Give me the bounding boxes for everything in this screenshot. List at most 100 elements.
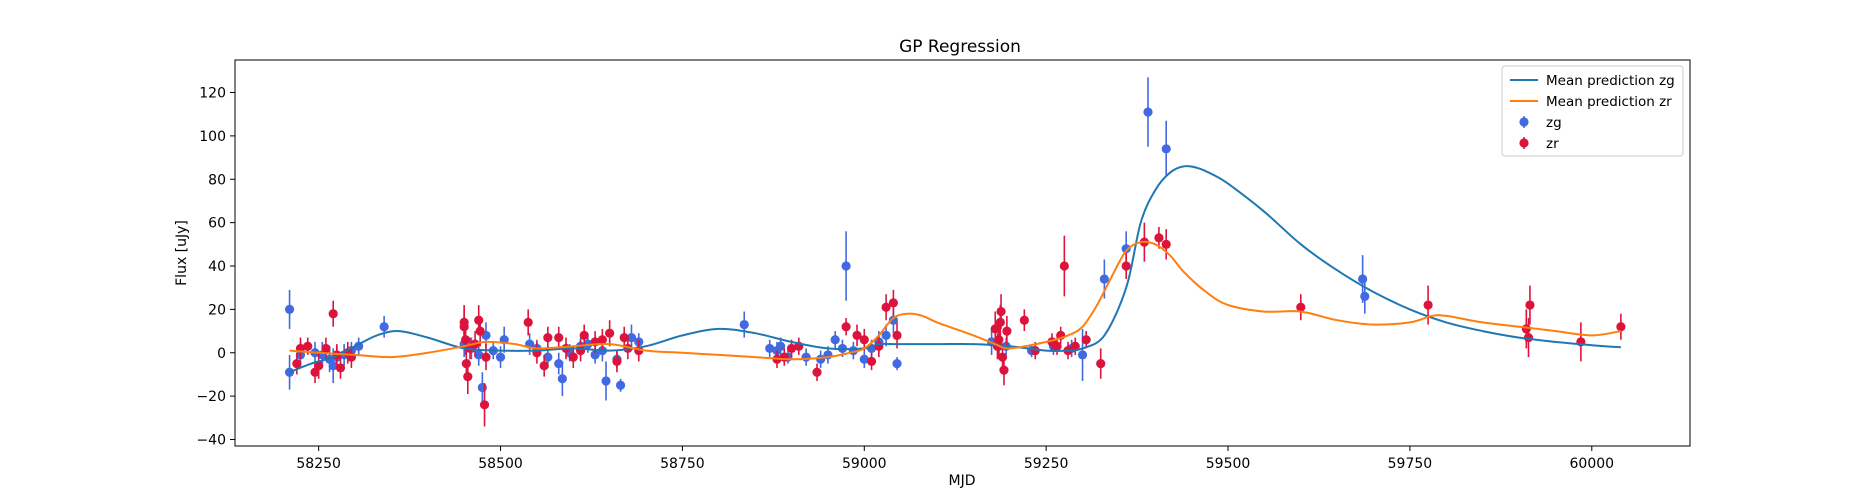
x-tick-label: 58750 bbox=[660, 456, 705, 472]
zr-point bbox=[841, 322, 851, 332]
zg-point bbox=[554, 358, 564, 369]
zr-point bbox=[881, 302, 891, 312]
zg-point bbox=[379, 322, 389, 332]
zr-point bbox=[892, 330, 902, 341]
zg-point bbox=[495, 352, 506, 362]
zr-point bbox=[459, 322, 469, 332]
zr-point bbox=[605, 328, 615, 338]
x-tick-label: 58500 bbox=[478, 456, 523, 472]
zr-point bbox=[461, 358, 471, 369]
zr-point bbox=[335, 363, 346, 373]
zr-point bbox=[1059, 261, 1069, 271]
zr-point bbox=[1052, 341, 1062, 351]
chart-title: GP Regression bbox=[899, 37, 1021, 57]
zr-point bbox=[523, 317, 533, 327]
zg-point bbox=[615, 380, 626, 390]
zg-point bbox=[328, 361, 338, 371]
legend: Mean prediction zg Mean prediction zr zg zr bbox=[1501, 65, 1684, 157]
zr-point bbox=[999, 365, 1009, 375]
zr-point bbox=[1423, 300, 1433, 310]
zr-point bbox=[1161, 239, 1171, 249]
zr-point bbox=[612, 356, 622, 367]
zg-point bbox=[1121, 244, 1131, 254]
y-tick-label: 60 bbox=[208, 216, 226, 232]
x-tick-label: 60000 bbox=[1570, 456, 1615, 472]
zg-point bbox=[1099, 274, 1109, 284]
series-clip bbox=[284, 77, 1626, 427]
x-tick-label: 59750 bbox=[1388, 456, 1433, 472]
zg-point bbox=[841, 261, 851, 271]
zr-point bbox=[1525, 300, 1535, 310]
y-tick-label: 100 bbox=[199, 129, 226, 145]
zg-point bbox=[474, 350, 484, 360]
zr-point bbox=[597, 335, 607, 345]
zr-point bbox=[619, 332, 629, 343]
zr-point bbox=[812, 367, 822, 377]
zg-point bbox=[776, 341, 786, 351]
zr-point bbox=[575, 345, 586, 356]
zr-point bbox=[866, 356, 877, 367]
zr-point bbox=[859, 335, 869, 345]
zr-point bbox=[779, 352, 789, 362]
legend-entry-zg: zg bbox=[1519, 115, 1562, 131]
zg-point bbox=[881, 330, 891, 341]
y-axis: −40 −20 0 20 40 60 80 100 120 bbox=[196, 86, 235, 448]
zr-point bbox=[314, 361, 324, 371]
zr-point bbox=[568, 352, 578, 362]
zr-point bbox=[1070, 341, 1080, 351]
legend-marker-swatch bbox=[1519, 117, 1529, 127]
zg-point bbox=[1360, 291, 1370, 301]
zr-point bbox=[888, 298, 898, 308]
zg-point bbox=[284, 304, 295, 314]
zg-point bbox=[830, 335, 840, 345]
zr-point bbox=[474, 315, 484, 325]
zr-point bbox=[539, 361, 549, 371]
x-tick-label: 59250 bbox=[1024, 456, 1069, 472]
mean-prediction-zg-line bbox=[289, 165, 1621, 374]
axes-frame bbox=[234, 59, 1691, 447]
zg-point bbox=[1358, 274, 1368, 284]
zg-point bbox=[626, 332, 637, 343]
legend-entry-mean-zr: Mean prediction zr bbox=[1510, 94, 1672, 110]
zg-point bbox=[888, 315, 898, 325]
legend-label: Mean prediction zg bbox=[1546, 73, 1675, 89]
zr-point bbox=[1019, 315, 1029, 325]
zg-point bbox=[801, 352, 811, 362]
zr-point bbox=[475, 326, 485, 336]
zr-point bbox=[321, 343, 331, 354]
zg-point bbox=[765, 343, 775, 354]
zr-point bbox=[543, 332, 553, 343]
zr-point bbox=[328, 309, 338, 319]
zr-point bbox=[1096, 358, 1106, 369]
zr-point bbox=[997, 352, 1008, 362]
zr-point bbox=[1154, 233, 1164, 243]
zr-point bbox=[463, 372, 473, 382]
zr-point bbox=[292, 358, 302, 369]
zr-point bbox=[1616, 322, 1626, 332]
x-tick-label: 59000 bbox=[842, 456, 887, 472]
x-axis-label: MJD bbox=[949, 473, 976, 489]
zg-point bbox=[601, 376, 611, 386]
y-tick-label: 20 bbox=[208, 302, 226, 318]
zg-point bbox=[543, 352, 553, 362]
zg-point bbox=[1077, 350, 1088, 360]
zr-point bbox=[461, 335, 471, 345]
y-tick-label: −40 bbox=[196, 432, 226, 448]
zg-point bbox=[1161, 144, 1171, 154]
zr-point bbox=[479, 400, 490, 410]
zr-point bbox=[852, 330, 862, 341]
y-axis-label: Flux [uJy] bbox=[174, 220, 190, 286]
x-axis: 58250 58500 58750 59000 59250 59500 59750 60000 bbox=[296, 446, 1614, 472]
zg-point bbox=[477, 382, 487, 393]
legend-label: zg bbox=[1546, 115, 1562, 131]
zr-point bbox=[1081, 335, 1091, 345]
legend-entry-mean-zg: Mean prediction zg bbox=[1510, 73, 1675, 89]
zr-point bbox=[994, 335, 1004, 345]
zr-point bbox=[554, 332, 564, 343]
legend-entry-zr: zr bbox=[1519, 136, 1559, 152]
x-tick-label: 58250 bbox=[296, 456, 341, 472]
y-tick-label: 0 bbox=[217, 346, 226, 362]
zr-point bbox=[1296, 302, 1306, 312]
zr-point bbox=[481, 352, 491, 362]
